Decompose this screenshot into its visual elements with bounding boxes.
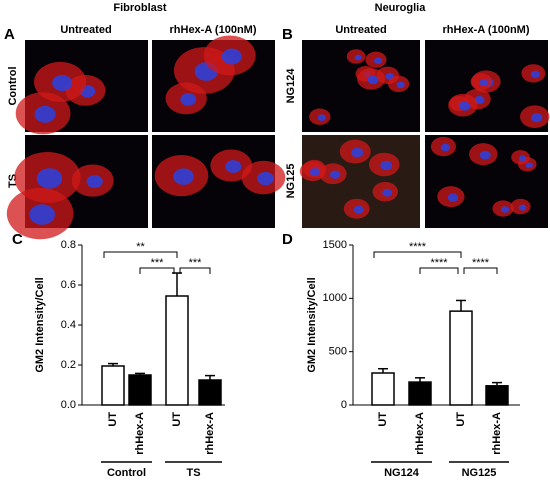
nucleus — [180, 93, 197, 106]
significance-label: *** — [151, 257, 165, 269]
bar — [371, 372, 395, 406]
nucleus — [221, 48, 242, 65]
y-tick-label: 0 — [341, 399, 347, 411]
nucleus — [354, 54, 362, 61]
x-tick-label: UT — [107, 412, 119, 427]
y-tick-label: 1000 — [323, 292, 347, 304]
nucleus — [440, 143, 451, 152]
x-tick-label: rhHex-A — [414, 412, 426, 455]
significance-label: *** — [189, 257, 203, 269]
nucleus — [531, 113, 543, 123]
nucleus — [225, 160, 242, 173]
group-title: Fibroblast — [113, 2, 167, 14]
nucleus — [459, 101, 471, 111]
nucleus — [257, 171, 274, 186]
nucleus — [34, 105, 56, 123]
nucleus — [479, 150, 491, 160]
y-tick-label: 500 — [329, 346, 347, 358]
y-tick-label: 0.6 — [61, 279, 76, 291]
nucleus — [309, 168, 320, 177]
significance-label: ** — [136, 241, 145, 253]
panel-label: B — [282, 26, 293, 43]
x-tick-label: UT — [377, 412, 389, 427]
significance-bracket — [419, 267, 459, 274]
panel-label: A — [4, 26, 15, 43]
significance-label: **** — [430, 257, 448, 269]
nucleus — [29, 204, 55, 225]
nucleus — [351, 147, 364, 158]
y-tick-label: 0.2 — [61, 359, 76, 371]
significance-bracket — [373, 251, 462, 258]
nucleus — [530, 70, 540, 79]
nucleus — [525, 162, 533, 169]
nucleus — [518, 204, 527, 211]
group-title: Neuroglia — [375, 2, 427, 14]
nucleus — [373, 57, 383, 65]
column-label: Untreated — [60, 24, 111, 36]
group-label: Control — [107, 467, 146, 479]
group-label: NG124 — [384, 467, 420, 479]
x-tick-label: UT — [455, 412, 467, 427]
bar — [449, 310, 473, 406]
nucleus — [86, 175, 103, 189]
row-label: NG124 — [285, 68, 297, 104]
nucleus — [52, 74, 73, 91]
x-tick-label: rhHex-A — [491, 412, 503, 455]
nucleus — [479, 79, 488, 86]
y-tick-label: 0.0 — [61, 399, 76, 411]
nucleus — [353, 205, 364, 214]
bar — [165, 295, 189, 406]
significance-bracket — [139, 267, 175, 274]
panel-label: C — [12, 231, 23, 248]
y-axis-title: GM2 Intensity/Cell — [34, 277, 46, 372]
nucleus — [329, 170, 341, 179]
column-label: Untreated — [335, 24, 386, 36]
bar — [128, 374, 152, 406]
nucleus — [36, 168, 63, 189]
y-tick-label: 0.4 — [61, 319, 76, 331]
x-tick-label: rhHex-A — [204, 412, 216, 455]
nucleus — [380, 160, 393, 171]
significance-bracket — [463, 267, 498, 274]
x-tick-label: rhHex-A — [134, 412, 146, 455]
nucleus — [396, 81, 405, 89]
y-axis-title: GM2 Intensity/Cell — [306, 277, 318, 372]
nucleus — [382, 188, 393, 197]
nucleus — [518, 155, 527, 162]
significance-bracket — [103, 251, 178, 258]
row-label: NG125 — [285, 164, 297, 199]
bar — [198, 379, 222, 406]
micrographs — [6, 35, 550, 240]
bar — [485, 385, 509, 406]
group-label: NG125 — [462, 467, 497, 479]
nucleus — [447, 193, 459, 202]
panel-label: D — [282, 231, 293, 248]
significance-label: **** — [472, 257, 490, 269]
column-label: rhHex-A (100nM) — [443, 24, 530, 36]
row-label: Control — [7, 66, 19, 105]
significance-bracket — [179, 267, 211, 274]
nucleus — [500, 206, 510, 213]
y-tick-label: 1500 — [323, 239, 347, 251]
column-label: rhHex-A (100nM) — [170, 24, 257, 36]
bar — [101, 365, 125, 406]
x-tick-label: UT — [171, 412, 183, 427]
y-tick-label: 0.8 — [61, 239, 76, 251]
bar — [408, 381, 432, 406]
nucleus — [317, 114, 326, 121]
nucleus — [367, 75, 379, 85]
significance-label: **** — [409, 241, 427, 253]
group-label: TS — [186, 467, 200, 479]
nucleus — [173, 168, 194, 185]
